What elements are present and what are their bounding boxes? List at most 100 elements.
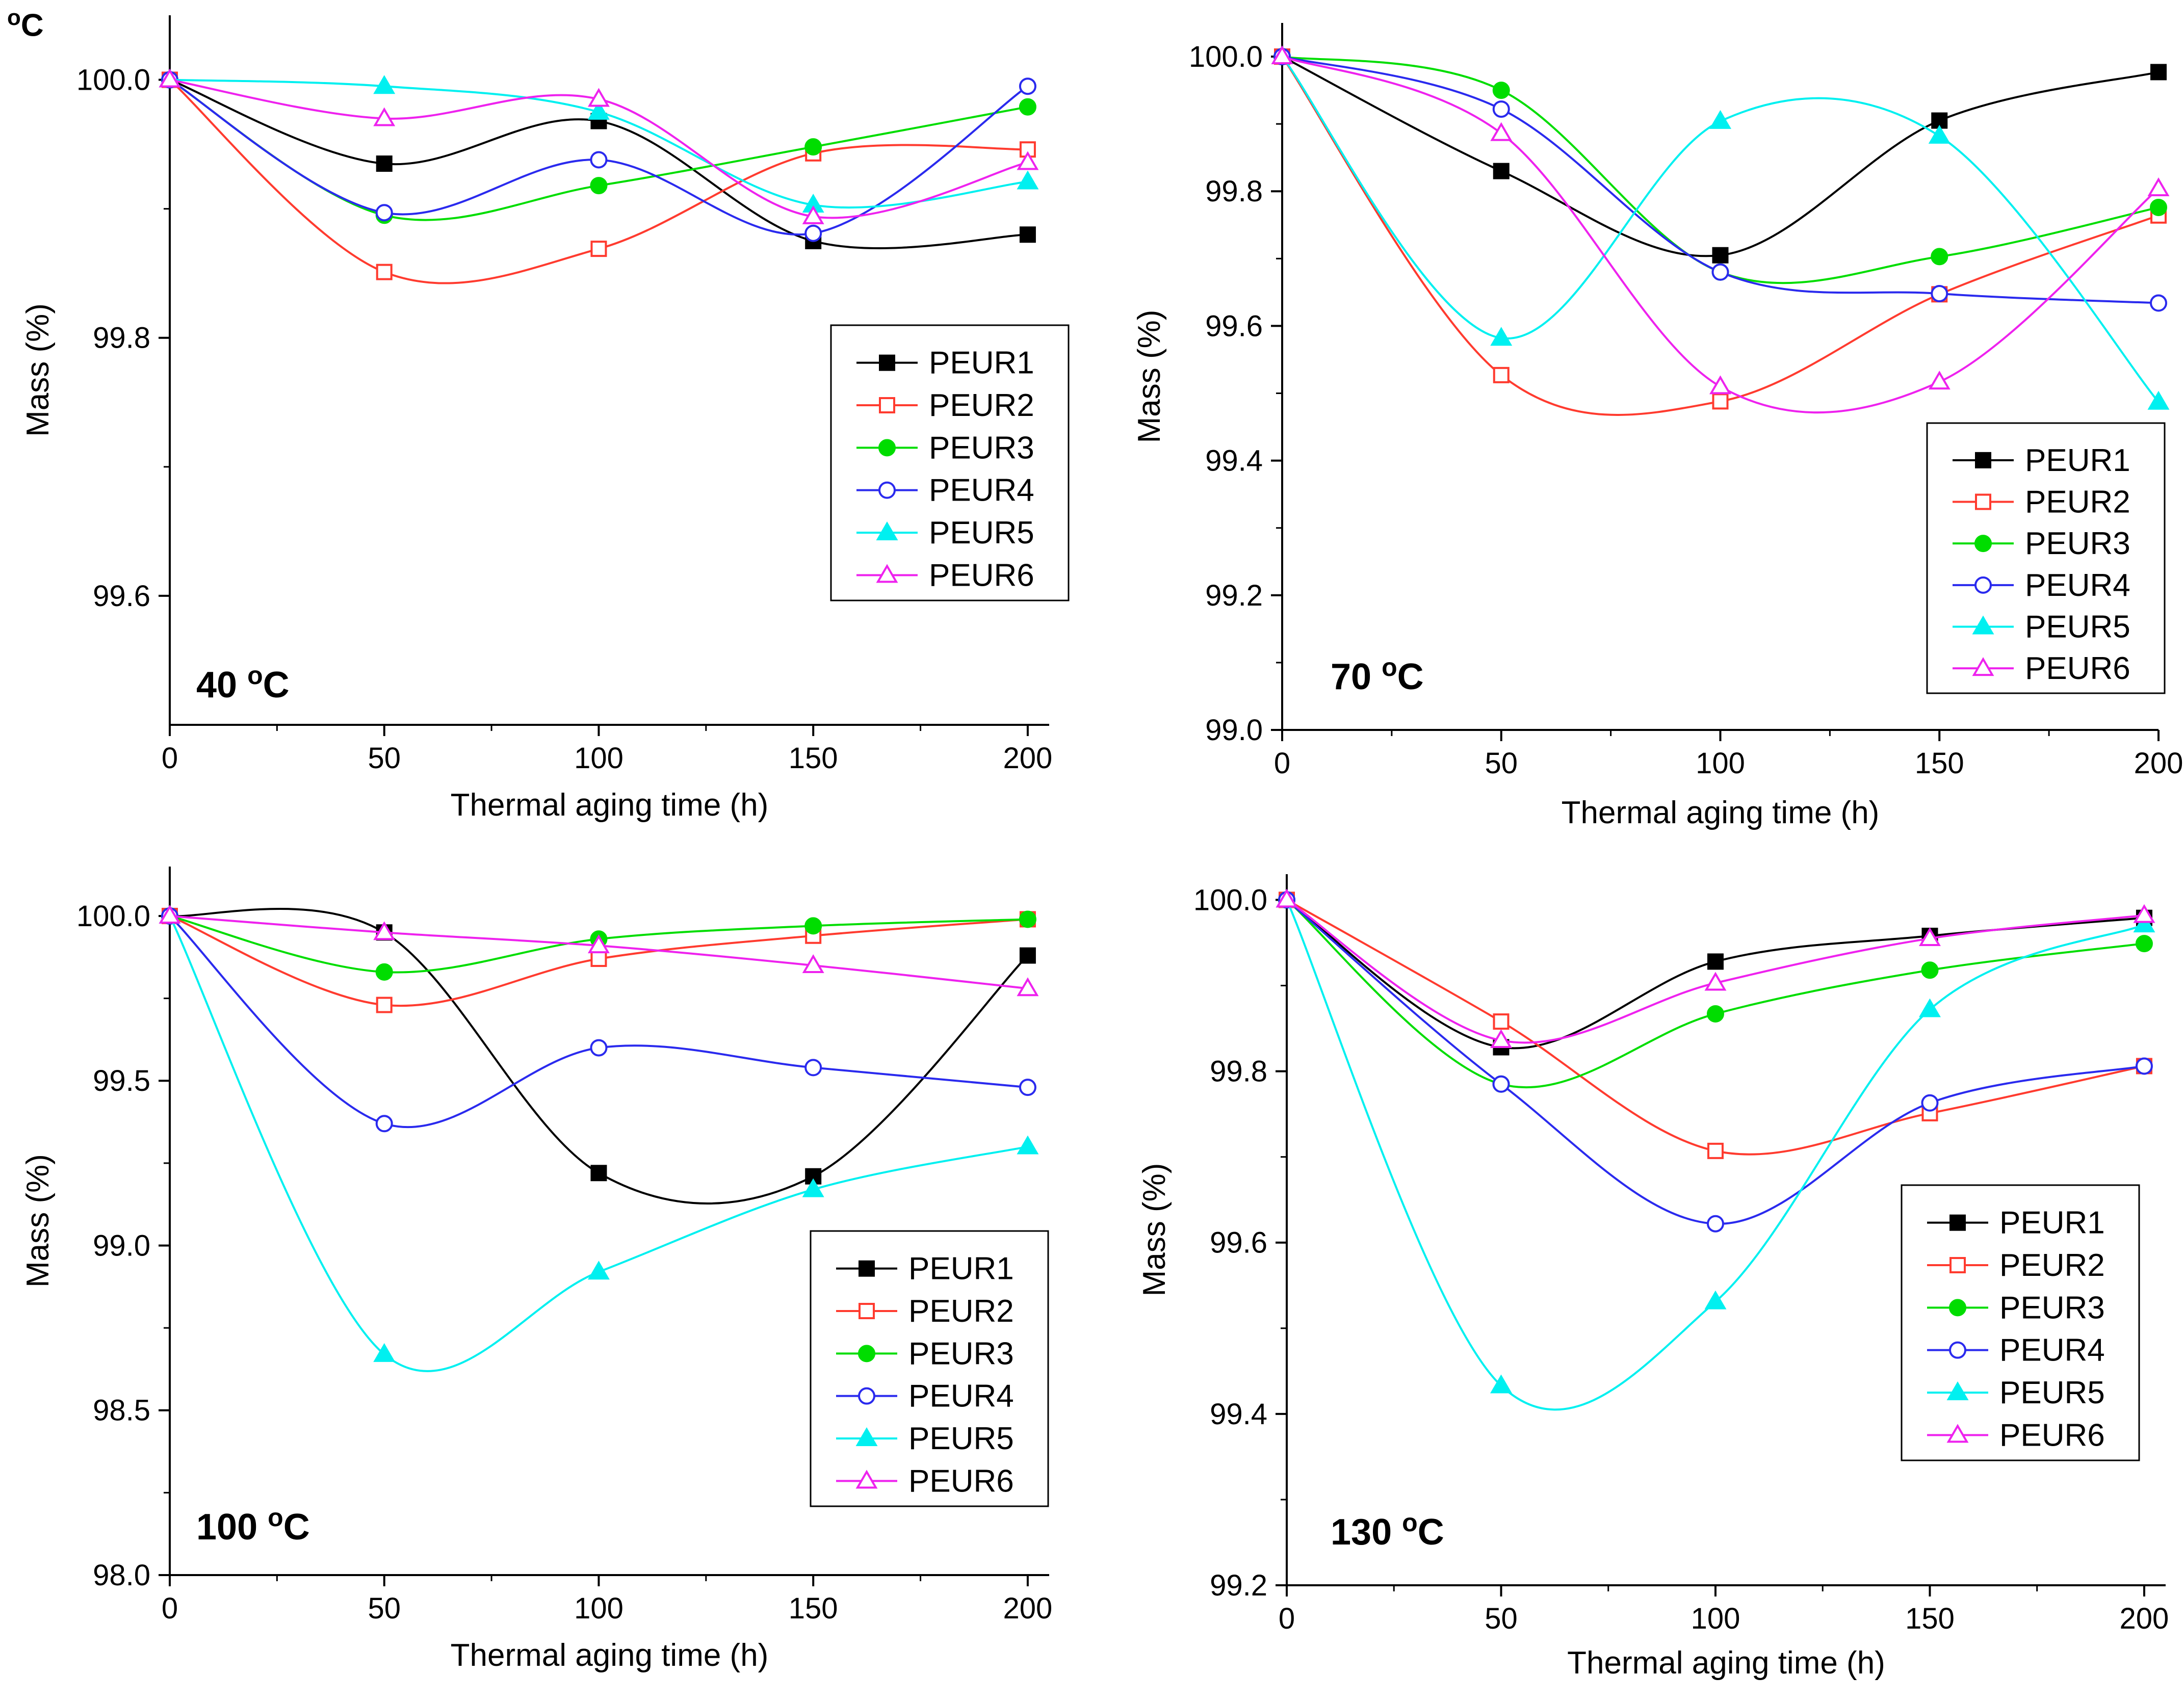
legend-label-peur3: PEUR3 bbox=[908, 1336, 1014, 1371]
x-tick-label: 0 bbox=[1274, 747, 1290, 780]
legend-marker-peur3 bbox=[1974, 535, 1992, 553]
legend-marker-peur2 bbox=[879, 397, 895, 413]
data-point-peur3 bbox=[2150, 198, 2167, 216]
legend-label-peur4: PEUR4 bbox=[2025, 568, 2130, 603]
y-tick-label: 98.0 bbox=[93, 1559, 150, 1592]
series-line-peur3 bbox=[1286, 899, 2145, 1089]
data-point-peur2 bbox=[376, 997, 393, 1013]
data-point-peur2 bbox=[1493, 1013, 1510, 1030]
x-tick-label: 150 bbox=[789, 742, 838, 775]
legend-label-peur5: PEUR5 bbox=[2025, 610, 2130, 645]
y-tick-label: 99.0 bbox=[1205, 714, 1263, 747]
y-tick-label: 99.8 bbox=[1210, 1055, 1267, 1088]
x-tick-label: 200 bbox=[1003, 742, 1053, 775]
temperature-annotation: 100 oC bbox=[196, 1503, 310, 1548]
legend-label-peur6: PEUR6 bbox=[1999, 1418, 2105, 1453]
y-tick-label: 99.6 bbox=[1205, 309, 1263, 343]
data-point-peur3 bbox=[1019, 98, 1036, 116]
chart-panel-bottom-right: 0 50 100 150 200 99.2 99.4 99.6 99.8 100.0 Thermal… bbox=[1137, 874, 2169, 1681]
series-line-peur5 bbox=[1281, 56, 2160, 403]
y-tick-label: 99.2 bbox=[1205, 579, 1263, 612]
legend-marker-peur2 bbox=[859, 1303, 875, 1319]
data-point-peur4 bbox=[1492, 1075, 1510, 1093]
data-point-peur3 bbox=[1706, 1005, 1724, 1023]
legend-box bbox=[810, 1230, 1049, 1507]
y-tick-label: 99.8 bbox=[93, 322, 150, 355]
x-axis-title: Thermal aging time (h) bbox=[451, 788, 769, 823]
legend-label-peur3: PEUR3 bbox=[1999, 1290, 2105, 1325]
data-point-peur4 bbox=[590, 151, 608, 169]
legend-label-peur1: PEUR1 bbox=[929, 346, 1034, 381]
x-tick-label: 150 bbox=[789, 1592, 838, 1625]
legend: PEUR1 PEUR2 PEUR3 PEUR4 PEUR5 PEUR6 bbox=[830, 324, 1070, 601]
data-point-peur2 bbox=[590, 241, 607, 257]
y-axis-title: Mass (%) bbox=[1132, 310, 1167, 443]
data-point-peur5 bbox=[373, 75, 396, 94]
data-point-peur3 bbox=[1931, 248, 1948, 266]
data-point-peur5 bbox=[1490, 327, 1513, 346]
data-point-peur1 bbox=[1707, 953, 1724, 970]
y-axis-title: Mass (%) bbox=[20, 303, 56, 437]
x-tick-label: 0 bbox=[162, 742, 178, 775]
data-point-peur2 bbox=[376, 264, 393, 280]
series-line-peur5 bbox=[169, 915, 1028, 1372]
series-line-peur4 bbox=[1286, 899, 2145, 1225]
data-point-peur6 bbox=[1017, 151, 1039, 170]
x-tick-label: 200 bbox=[2120, 1602, 2169, 1635]
x-axis-title: Thermal aging time (h) bbox=[451, 1638, 769, 1673]
legend-box bbox=[830, 324, 1070, 601]
data-point-peur4 bbox=[1706, 1215, 1724, 1233]
series-line-peur4 bbox=[169, 915, 1028, 1128]
x-tick-label: 0 bbox=[1279, 1602, 1295, 1635]
x-tick-label: 0 bbox=[162, 1592, 178, 1625]
series-line-peur6 bbox=[1282, 56, 2160, 414]
legend-marker-peur1 bbox=[879, 354, 895, 371]
x-axis-title: Thermal aging time (h) bbox=[1562, 795, 1880, 830]
x-tick-label: 100 bbox=[574, 1592, 623, 1625]
y-tick-label: 99.4 bbox=[1205, 444, 1263, 478]
legend-marker-peur4 bbox=[878, 481, 896, 499]
data-point-peur2 bbox=[1712, 393, 1729, 410]
series-line-peur5 bbox=[1286, 899, 2145, 1411]
x-tick-label: 200 bbox=[2134, 747, 2183, 780]
chart-panel-bottom-left: 0 50 100 150 200 98.0 98.5 99.0 99.5 100.0 Thermal… bbox=[20, 867, 1052, 1673]
y-tick-label: 100.0 bbox=[1189, 40, 1263, 73]
data-point-peur6 bbox=[1918, 927, 1941, 947]
legend-label-peur6: PEUR6 bbox=[929, 558, 1034, 593]
x-tick-label: 150 bbox=[1905, 1602, 1955, 1635]
legend-marker-peur4 bbox=[1974, 576, 1992, 594]
data-point-peur1 bbox=[1019, 947, 1036, 964]
data-point-peur3 bbox=[804, 917, 822, 935]
x-tick-label: 150 bbox=[1915, 747, 1964, 780]
data-point-peur1 bbox=[1712, 247, 1729, 264]
data-point-peur5 bbox=[802, 1178, 824, 1197]
data-point-peur6 bbox=[1271, 45, 1293, 65]
legend-marker-peur2 bbox=[1975, 493, 1991, 510]
x-tick-label: 50 bbox=[1485, 747, 1518, 780]
data-point-peur6 bbox=[587, 934, 610, 954]
legend-marker-peur1 bbox=[859, 1260, 875, 1277]
legend-marker-peur3 bbox=[858, 1345, 875, 1363]
y-tick-label: 99.6 bbox=[1210, 1226, 1267, 1260]
data-point-peur3 bbox=[2135, 935, 2153, 953]
data-point-peur6 bbox=[2147, 177, 2170, 196]
legend-marker-peur1 bbox=[1975, 452, 1991, 468]
data-point-peur2 bbox=[1707, 1142, 1724, 1159]
corner-unit-label: oC bbox=[7, 5, 44, 43]
legend-marker-peur6 bbox=[1972, 657, 1994, 676]
y-tick-label: 100.0 bbox=[76, 900, 150, 933]
legend-label-peur5: PEUR5 bbox=[1999, 1375, 2105, 1410]
y-tick-label: 99.2 bbox=[1210, 1569, 1267, 1602]
x-tick-label: 50 bbox=[368, 742, 401, 775]
legend-label-peur2: PEUR2 bbox=[2025, 485, 2130, 520]
data-point-peur5 bbox=[2147, 390, 2170, 410]
legend-label-peur4: PEUR4 bbox=[929, 473, 1034, 508]
series-line-peur1 bbox=[1282, 56, 2159, 257]
legend-label-peur1: PEUR1 bbox=[908, 1251, 1014, 1287]
data-point-peur4 bbox=[375, 1115, 393, 1133]
data-point-peur4 bbox=[2150, 294, 2167, 312]
y-tick-label: 99.6 bbox=[93, 580, 150, 613]
legend-marker-peur4 bbox=[1949, 1341, 1966, 1359]
data-point-peur3 bbox=[590, 177, 608, 195]
